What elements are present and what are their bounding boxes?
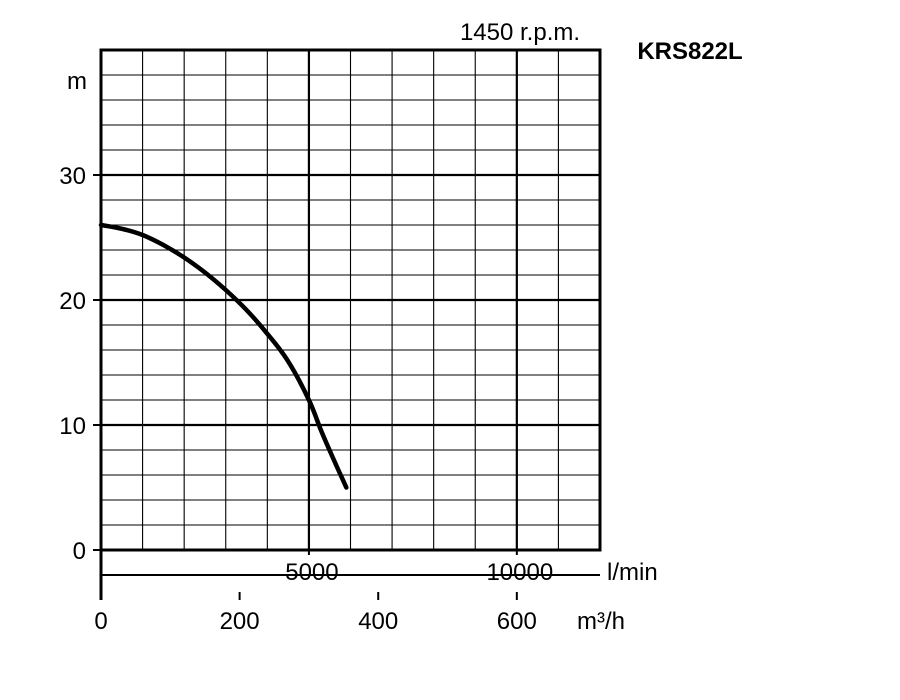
y-tick-label: 30 <box>59 163 86 190</box>
x-secondary-tick-label: 600 <box>497 608 537 635</box>
grid <box>101 50 600 550</box>
axis-ticks <box>93 174 518 600</box>
y-tick-label: 10 <box>59 413 86 440</box>
y-tick-label: 0 <box>73 538 86 565</box>
head-flow-curve <box>98 222 349 490</box>
speed-label: 1450 r.p.m. <box>460 19 580 46</box>
x-primary-unit-label: l/min <box>607 559 658 586</box>
model-title: KRS822L <box>637 38 742 65</box>
x-secondary-tick-label: 200 <box>220 608 260 635</box>
y-tick-label: 20 <box>59 288 86 315</box>
x-secondary-tick-label: 0 <box>94 608 107 635</box>
x-primary-tick-label: 10000 <box>486 559 553 586</box>
y-axis-unit-label: m <box>67 68 87 95</box>
tick-labels: 0 10 20 30 5000 10000 0 200 400 600 <box>59 163 553 635</box>
x-secondary-unit-label: m³/h <box>577 608 625 635</box>
x-secondary-tick-label: 400 <box>358 608 398 635</box>
x-primary-tick-label: 5000 <box>285 559 338 586</box>
